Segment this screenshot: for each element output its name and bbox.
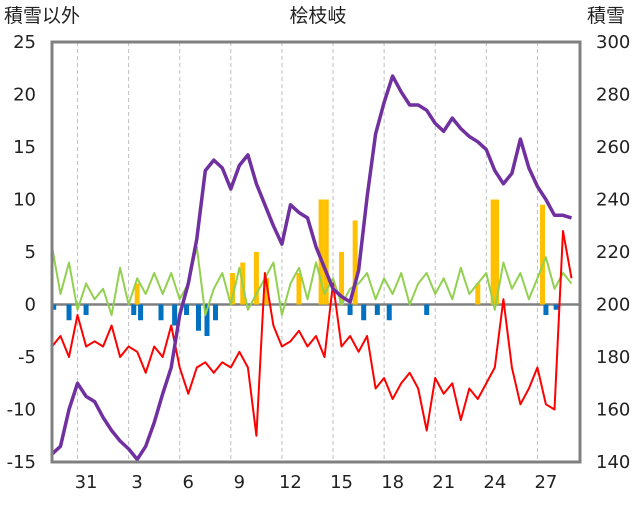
precipitation-bar (230, 273, 236, 305)
y-right-tick-label: 260 (596, 137, 630, 158)
snow-change-bar (195, 304, 201, 331)
snow-change-bar (83, 304, 89, 315)
y-left-tick-label: 25 (13, 32, 36, 53)
y-left-tick-label: 20 (13, 85, 36, 106)
snow-change-bar (543, 304, 549, 315)
plot-frame (50, 40, 582, 464)
frame-layer (50, 40, 582, 464)
y-right-tick-label: 200 (596, 295, 630, 316)
x-tick-label: 9 (234, 472, 245, 493)
snow-change-bar (553, 304, 559, 310)
precipitation-bar (540, 204, 546, 305)
precipitation-bar (134, 283, 140, 305)
x-tick-label: 21 (432, 472, 455, 493)
series-line-snow-depth (50, 74, 573, 462)
snow-change-bar (374, 304, 380, 315)
snow-change-bar (386, 304, 392, 321)
snow-change-bar (424, 304, 430, 315)
y-right-tick-label: 220 (596, 242, 630, 263)
series-line-temperature-min (51, 230, 573, 437)
snow-change-bar (51, 304, 57, 310)
x-tick-label: 31 (75, 472, 98, 493)
snow-change-bar (138, 304, 144, 321)
snow-change-bar (184, 304, 190, 315)
x-tick-label: 24 (483, 472, 506, 493)
precipitation-bar (475, 283, 481, 305)
x-tick-label: 3 (131, 472, 142, 493)
y-right-tick-label: 280 (596, 85, 630, 106)
snow-change-bar (204, 304, 210, 336)
lines-layer (50, 74, 573, 462)
precipitation-bar (494, 199, 500, 305)
precipitation-bar (296, 273, 302, 305)
precipitation-bar (490, 199, 496, 305)
snow-change-bar (172, 304, 178, 326)
snow-change-bar (213, 304, 219, 321)
snow-change-bar (361, 304, 367, 321)
precipitation-bar (318, 199, 324, 305)
x-tick-label: 15 (330, 472, 353, 493)
y-right-tick-label: 300 (596, 32, 630, 53)
ticks-layer: 25 20 15 10 5 0 -5 -10 -15 300 280 260 240 220 200 180 1… (7, 32, 631, 493)
precipitation-bar (323, 199, 329, 305)
x-tick-label: 6 (183, 472, 194, 493)
y-left-tick-label: -15 (7, 452, 36, 473)
y-right-tick-label: 140 (596, 452, 630, 473)
y-left-tick-label: 5 (25, 242, 36, 263)
y-right-tick-label: 160 (596, 400, 630, 421)
y-left-tick-label: -10 (7, 400, 36, 421)
snow-change-bar (66, 304, 72, 321)
y-left-tick-label: -5 (18, 347, 36, 368)
x-tick-label: 12 (279, 472, 302, 493)
x-tick-label: 27 (534, 472, 557, 493)
precipitation-bar (339, 252, 345, 305)
snow-change-bar (347, 304, 353, 315)
y-right-tick-label: 180 (596, 347, 630, 368)
left-axis-label: 積雪以外 (4, 5, 80, 27)
y-left-tick-label: 0 (25, 295, 36, 316)
chart-title: 桧枝岐 (289, 5, 346, 27)
y-left-tick-label: 10 (13, 190, 36, 211)
y-left-tick-label: 15 (13, 137, 36, 158)
y-right-tick-label: 240 (596, 190, 630, 211)
right-axis-label: 積雪 (587, 5, 625, 27)
precipitation-bar (264, 278, 270, 305)
x-tick-label: 18 (381, 472, 404, 493)
snow-change-bar (158, 304, 164, 321)
series-line-temperature-max (51, 245, 573, 316)
snow-change-bar (131, 304, 137, 315)
precipitation-bar (253, 252, 259, 305)
precipitation-bar (352, 220, 358, 305)
